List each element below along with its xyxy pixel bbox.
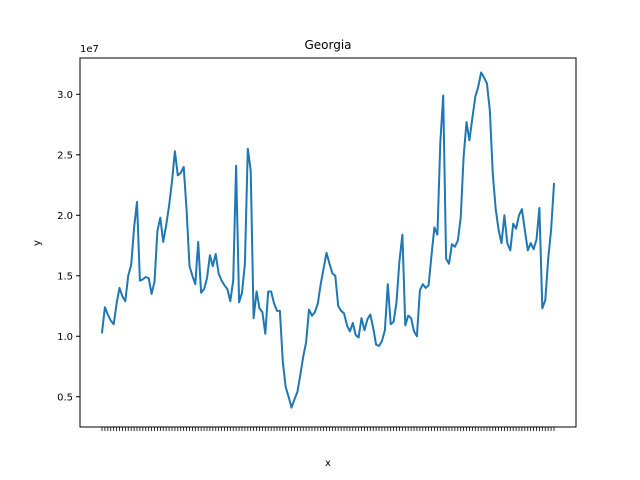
y-tick-label: 2.5 — [57, 150, 73, 161]
y-tick-label: 0.5 — [57, 392, 73, 403]
y-offset-label: 1e7 — [80, 44, 99, 55]
x-axis-label: x — [325, 458, 331, 469]
chart-title: Georgia — [304, 38, 351, 52]
y-tick-label: 3.0 — [57, 90, 73, 101]
series-line — [101, 71, 555, 409]
x-axis-ticks — [101, 427, 555, 431]
y-axis-label: y — [32, 240, 43, 246]
y-axis-ticks: 0.5 1.0 1.5 2.0 2.5 3.0 — [57, 90, 80, 403]
y-tick-label: 2.0 — [57, 211, 73, 222]
y-tick-label: 1.5 — [57, 271, 73, 282]
y-tick-label: 1.0 — [57, 332, 73, 343]
plot-frame — [79, 57, 577, 428]
